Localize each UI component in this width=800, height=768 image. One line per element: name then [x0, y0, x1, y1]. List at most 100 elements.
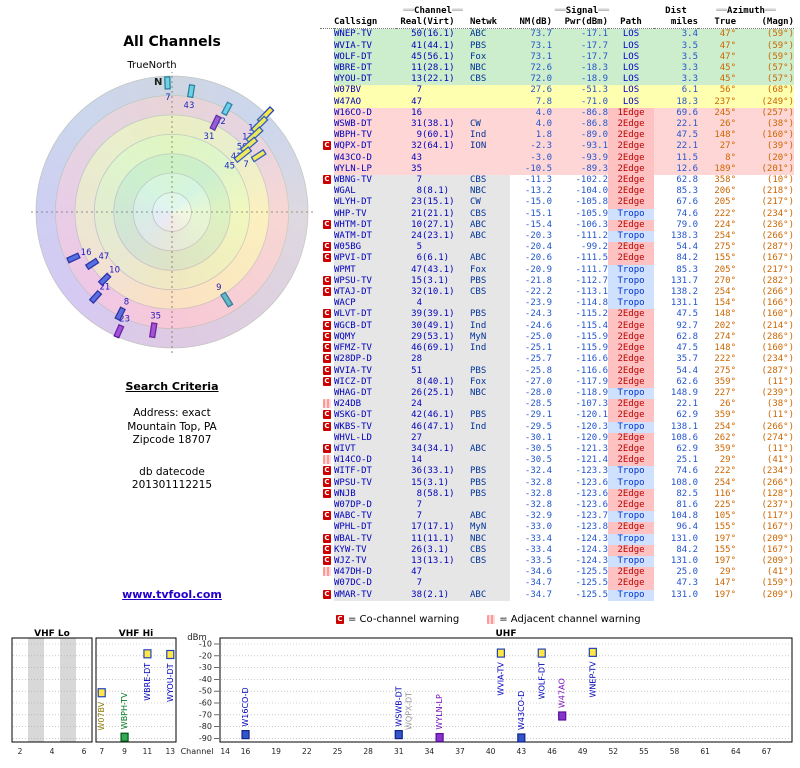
- table-row: WHVL-LD 27 -30.1 -120.9 2Edge 108.6 262° (274°): [320, 432, 794, 444]
- pwr-cell: -99.2: [552, 242, 608, 254]
- callsign-cell[interactable]: W07DC-D: [334, 578, 396, 590]
- callsign-cell[interactable]: WNEP-TV: [334, 28, 396, 41]
- callsign-cell[interactable]: WVIA-TV: [334, 40, 396, 52]
- callsign-cell[interactable]: WTAJ-DT: [334, 287, 396, 299]
- callsign-cell[interactable]: W07DP-D: [334, 499, 396, 512]
- callsign-cell[interactable]: WHP-TV: [334, 208, 396, 220]
- path-cell: Tropo: [608, 533, 654, 545]
- callsign-cell[interactable]: WPSU-TV: [334, 275, 396, 288]
- callsign-cell[interactable]: WKBS-TV: [334, 421, 396, 433]
- radar-marker-label: 7: [165, 93, 170, 103]
- nm-cell: -11.3: [510, 175, 552, 187]
- callsign-cell[interactable]: WPSU-TV: [334, 477, 396, 489]
- dist-cell: 131.0: [654, 555, 698, 568]
- radar-marker-label: 8: [124, 297, 129, 307]
- callsign-cell[interactable]: WGAL: [334, 186, 396, 198]
- callsign-cell[interactable]: W14CO-D: [334, 455, 396, 467]
- callsign-cell[interactable]: WABC-TV: [334, 511, 396, 523]
- table-row: WHP-TV 21 (21.1) CBS -15.1 -105.9 Tropo 74.6 222…: [320, 208, 794, 220]
- callsign-cell[interactable]: W24DB: [334, 399, 396, 411]
- callsign-cell[interactable]: WPHL-DT: [334, 522, 396, 534]
- virt-cell: [422, 365, 470, 377]
- magn-cell: (237°): [736, 499, 794, 512]
- callsign-cell[interactable]: WPVI-DT: [334, 253, 396, 265]
- callsign-cell[interactable]: WMAR-TV: [334, 589, 396, 601]
- callsign-cell[interactable]: W47AO: [334, 96, 396, 108]
- callsign-cell[interactable]: WBNG-TV: [334, 175, 396, 187]
- channel-tick-label: 49: [578, 747, 588, 756]
- callsign-cell[interactable]: WBPH-TV: [334, 130, 396, 142]
- callsign-cell[interactable]: WIVT: [334, 443, 396, 456]
- callsign-cell[interactable]: WQPX-DT: [334, 141, 396, 153]
- co-channel-warning-icon: C: [323, 477, 331, 487]
- warn-cell: [320, 387, 334, 400]
- callsign-cell[interactable]: WHVL-LD: [334, 432, 396, 444]
- callsign-cell[interactable]: WHTM-DT: [334, 219, 396, 232]
- callsign-cell[interactable]: WGCB-DT: [334, 320, 396, 332]
- net-cell: [470, 152, 510, 164]
- callsign-cell[interactable]: WPMT: [334, 264, 396, 276]
- callsign-cell[interactable]: WLYH-DT: [334, 197, 396, 209]
- co-channel-warning-icon: C: [323, 253, 331, 263]
- svg-text:WOLF-DT: WOLF-DT: [537, 662, 546, 699]
- channel-tick-label: 16: [241, 747, 251, 756]
- svg-text:W47AO: W47AO: [558, 678, 567, 708]
- callsign-cell[interactable]: WYOU-DT: [334, 74, 396, 86]
- true-cell: 155°: [698, 522, 736, 534]
- callsign-cell[interactable]: WVIA-TV: [334, 365, 396, 377]
- callsign-cell[interactable]: WQMY: [334, 331, 396, 344]
- callsign-cell[interactable]: W05BG: [334, 242, 396, 254]
- radar-marker: [245, 126, 264, 144]
- callsign-cell[interactable]: WLVT-DT: [334, 309, 396, 321]
- warn-cell: [320, 152, 334, 164]
- nm-cell: -27.0: [510, 376, 552, 388]
- callsign-cell[interactable]: WFMZ-TV: [334, 343, 396, 355]
- callsign-cell[interactable]: WNJB: [334, 488, 396, 500]
- table-row: C WFMZ-TV 46 (69.1) Ind -25.1 -115.9 2Edge 47.5 1…: [320, 343, 794, 355]
- warn-cell: C: [320, 533, 334, 545]
- warn-cell: C: [320, 488, 334, 500]
- callsign-cell[interactable]: WBAL-TV: [334, 533, 396, 545]
- real-cell: 41: [396, 40, 422, 52]
- svg-text:WNEP-TV: WNEP-TV: [588, 661, 597, 698]
- svg-text:WBPH-TV: WBPH-TV: [120, 692, 129, 729]
- callsign-cell[interactable]: WYLN-LP: [334, 163, 396, 176]
- callsign-cell[interactable]: W47DH-D: [334, 567, 396, 579]
- callsign-cell[interactable]: WOLF-DT: [334, 51, 396, 64]
- signal-marker-bar: [558, 711, 567, 721]
- callsign-cell[interactable]: W43CO-D: [334, 152, 396, 164]
- callsign-cell[interactable]: WJZ-TV: [334, 555, 396, 568]
- pwr-cell: -93.9: [552, 152, 608, 164]
- svg-text:WYOU-DT: WYOU-DT: [166, 663, 175, 702]
- callsign-cell[interactable]: WICZ-DT: [334, 376, 396, 388]
- warn-cell: [320, 208, 334, 220]
- dist-cell: 148.9: [654, 387, 698, 400]
- tvfool-link[interactable]: www.tvfool.com: [122, 588, 222, 601]
- dist-cell: 35.7: [654, 354, 698, 366]
- signal-marker-label: WSWB-DT: [394, 686, 403, 726]
- callsign-cell[interactable]: W07BV: [334, 85, 396, 97]
- warn-cell: C: [320, 511, 334, 523]
- callsign-cell[interactable]: WHAG-DT: [334, 387, 396, 400]
- callsign-cell[interactable]: WITF-DT: [334, 466, 396, 478]
- callsign-cell[interactable]: WATM-DT: [334, 231, 396, 243]
- netwk-column-header: Netwk: [470, 17, 510, 30]
- dbm-tick-label: -70: [199, 710, 212, 719]
- dbm-tick-label: -20: [199, 651, 212, 660]
- true-cell: 262°: [698, 432, 736, 444]
- radar-marker: [66, 252, 81, 264]
- dist-cell: 12.6: [654, 163, 698, 176]
- magn-cell: (236°): [736, 219, 794, 232]
- nm-column-header: NM(dB): [510, 17, 552, 30]
- true-cell: 197°: [698, 589, 736, 601]
- callsign-cell[interactable]: WSWB-DT: [334, 119, 396, 131]
- radar-marker: [221, 101, 233, 117]
- callsign-cell[interactable]: WACP: [334, 298, 396, 310]
- callsign-cell[interactable]: W16CO-D: [334, 107, 396, 120]
- net-cell: MyN: [470, 331, 510, 344]
- callsign-cell[interactable]: W28DP-D: [334, 354, 396, 366]
- callsign-cell[interactable]: WBRE-DT: [334, 63, 396, 75]
- virt-cell: (16.1): [422, 28, 470, 41]
- callsign-cell[interactable]: KYW-TV: [334, 544, 396, 556]
- callsign-cell[interactable]: WSKG-DT: [334, 410, 396, 422]
